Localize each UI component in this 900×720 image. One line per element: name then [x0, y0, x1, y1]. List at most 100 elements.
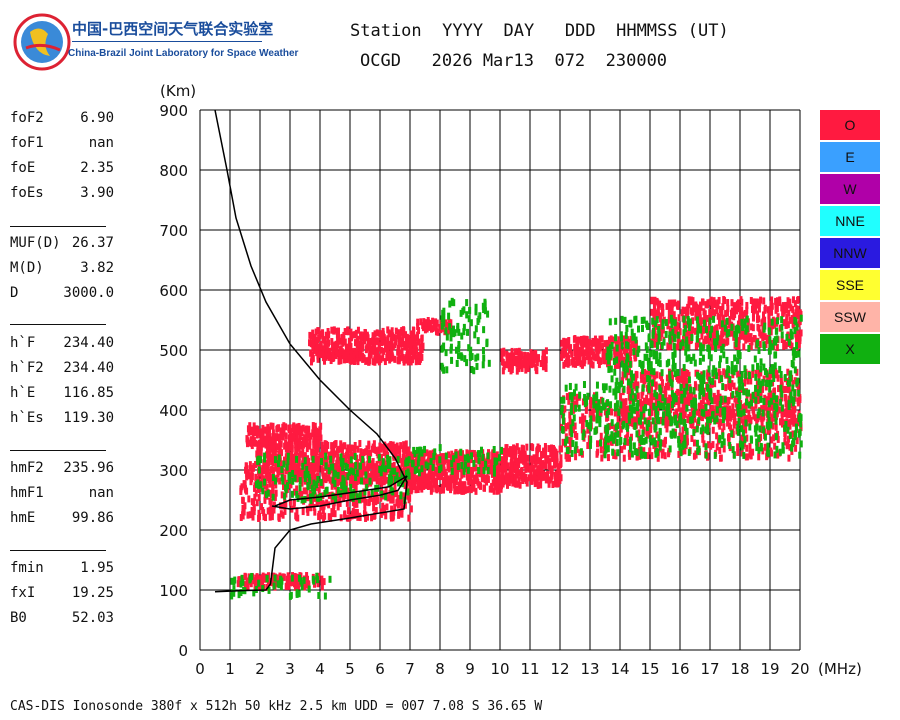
- echo-mark-o: [331, 355, 335, 363]
- echo-mark-o: [759, 433, 763, 441]
- echo-mark-o: [266, 424, 270, 432]
- echo-mark-o: [530, 477, 534, 485]
- echo-mark-o: [269, 498, 273, 506]
- echo-mark-x: [399, 492, 403, 500]
- echo-mark-o: [461, 453, 465, 461]
- echo-mark-o: [652, 301, 656, 309]
- echo-mark-o: [314, 474, 318, 482]
- echo-mark-x: [486, 466, 490, 474]
- echo-mark-o: [626, 438, 630, 446]
- echo-mark-o: [559, 459, 563, 467]
- echo-mark-o: [242, 480, 246, 488]
- echo-mark-o: [265, 437, 269, 445]
- echo-mark-o: [293, 488, 297, 496]
- echo-mark-o: [317, 486, 321, 494]
- echo-mark-o: [401, 453, 405, 461]
- echo-mark-o: [760, 426, 764, 434]
- echo-mark-o: [745, 415, 749, 423]
- echo-mark-o: [475, 474, 479, 482]
- echo-mark-x: [312, 577, 316, 585]
- echo-mark-o: [427, 472, 431, 480]
- echo-mark-o: [725, 338, 729, 346]
- echo-mark-x: [301, 462, 305, 470]
- echo-mark-o: [384, 512, 388, 520]
- echo-mark-x: [358, 462, 362, 470]
- echo-mark-o: [599, 409, 603, 417]
- echo-mark-o: [398, 453, 402, 461]
- echo-mark-o: [429, 471, 433, 479]
- echo-mark-o: [265, 430, 269, 438]
- echo-mark-o: [665, 302, 669, 310]
- echo-mark-x: [261, 585, 265, 593]
- echo-mark-x: [766, 442, 770, 450]
- echo-mark-o: [245, 436, 249, 444]
- echo-mark-o: [460, 471, 464, 479]
- echo-mark-o: [399, 442, 403, 450]
- echo-mark-o: [617, 336, 621, 344]
- echo-mark-o: [312, 503, 316, 511]
- echo-mark-o: [360, 495, 364, 503]
- echo-mark-o: [286, 446, 290, 454]
- echo-mark-o: [754, 305, 758, 313]
- echo-mark-o: [503, 464, 507, 472]
- echo-mark-x: [602, 403, 606, 411]
- echo-mark-o: [271, 429, 275, 437]
- echo-mark-o: [325, 440, 329, 448]
- echo-mark-x: [405, 469, 409, 477]
- echo-mark-o: [627, 449, 631, 457]
- echo-mark-o: [436, 328, 440, 336]
- echo-mark-o: [730, 299, 734, 307]
- echo-mark-o: [613, 409, 617, 417]
- echo-mark-o: [358, 350, 362, 358]
- echo-mark-o: [578, 346, 582, 354]
- echo-mark-o: [535, 479, 539, 487]
- echo-mark-o: [675, 408, 679, 416]
- echo-mark-o: [791, 305, 795, 313]
- echo-mark-o: [300, 429, 304, 437]
- echo-mark-o: [346, 507, 350, 515]
- echo-mark-o: [457, 486, 461, 494]
- echo-mark-o: [751, 324, 755, 332]
- echo-mark-o: [309, 358, 313, 366]
- echo-mark-o: [462, 487, 466, 495]
- echo-mark-o: [720, 330, 724, 338]
- echo-mark-o: [354, 487, 358, 495]
- echo-mark-o: [273, 493, 277, 501]
- echo-mark-x: [469, 452, 473, 460]
- echo-mark-o: [440, 469, 444, 477]
- echo-mark-o: [435, 477, 439, 485]
- echo-mark-o: [640, 391, 644, 399]
- echo-mark-o: [749, 333, 753, 341]
- echo-mark-o: [295, 582, 299, 590]
- echo-mark-o: [340, 348, 344, 356]
- echo-mark-o: [512, 353, 516, 361]
- echo-mark-o: [245, 465, 249, 473]
- echo-mark-o: [645, 431, 649, 439]
- echo-mark-o: [634, 416, 638, 424]
- echo-mark-o: [746, 335, 750, 343]
- echo-mark-o: [779, 418, 783, 426]
- echo-mark-o: [411, 341, 415, 349]
- echo-mark-o: [727, 422, 731, 430]
- echo-mark-o: [685, 431, 689, 439]
- echo-mark-o: [689, 307, 693, 315]
- echo-mark-x: [472, 459, 476, 467]
- echo-mark-o: [332, 504, 336, 512]
- echo-mark-o: [252, 462, 256, 470]
- echo-mark-x: [431, 463, 435, 471]
- echo-mark-o: [502, 349, 506, 357]
- echo-mark-o: [295, 463, 299, 471]
- echo-mark-o: [544, 364, 548, 372]
- echo-mark-o: [649, 421, 653, 429]
- echo-mark-o: [282, 483, 286, 491]
- echo-mark-o: [691, 297, 695, 305]
- echo-mark-o: [372, 504, 376, 512]
- echo-mark-o: [387, 465, 391, 473]
- echo-mark-x: [230, 589, 234, 597]
- echo-mark-o: [390, 443, 394, 451]
- echo-mark-x: [773, 402, 777, 410]
- echo-mark-o: [786, 321, 790, 329]
- echo-mark-o: [780, 394, 784, 402]
- echo-mark-o: [516, 348, 520, 356]
- echo-mark-o: [680, 368, 684, 376]
